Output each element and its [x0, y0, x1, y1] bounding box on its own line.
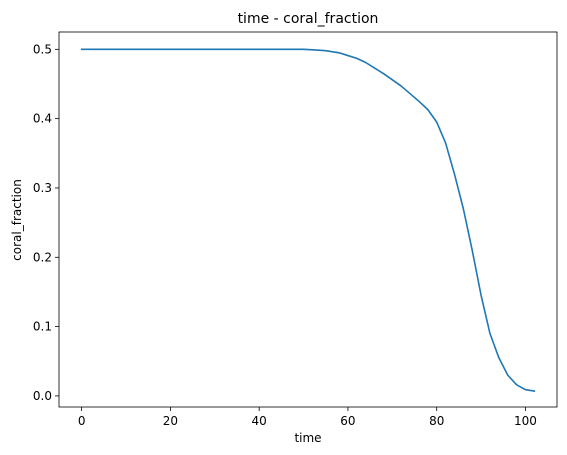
y-tick-label: 0.2	[33, 250, 52, 264]
series-layer	[80, 48, 536, 392]
y-tick-label: 0.5	[33, 42, 52, 56]
x-tick-label: 60	[340, 414, 355, 428]
x-tick-label: 0	[78, 414, 86, 428]
x-tick-label: 80	[429, 414, 444, 428]
series-line	[80, 48, 536, 392]
y-tick-label: 0.0	[33, 389, 52, 403]
x-tick-label: 100	[514, 414, 537, 428]
x-tick-label: 20	[163, 414, 178, 428]
y-axis-label: coral_fraction	[10, 179, 24, 261]
chart-title: time - coral_fraction	[238, 11, 379, 27]
plot-frame	[58, 31, 558, 408]
x-axis: 0 20 40 60 80 100	[78, 407, 537, 428]
y-axis: 0.0 0.1 0.2 0.3 0.4 0.5	[33, 42, 59, 403]
x-axis-label: time	[294, 431, 321, 445]
y-tick-label: 0.3	[33, 181, 52, 195]
y-tick-label: 0.1	[33, 320, 52, 334]
x-tick-label: 40	[252, 414, 267, 428]
y-tick-label: 0.4	[33, 112, 52, 126]
